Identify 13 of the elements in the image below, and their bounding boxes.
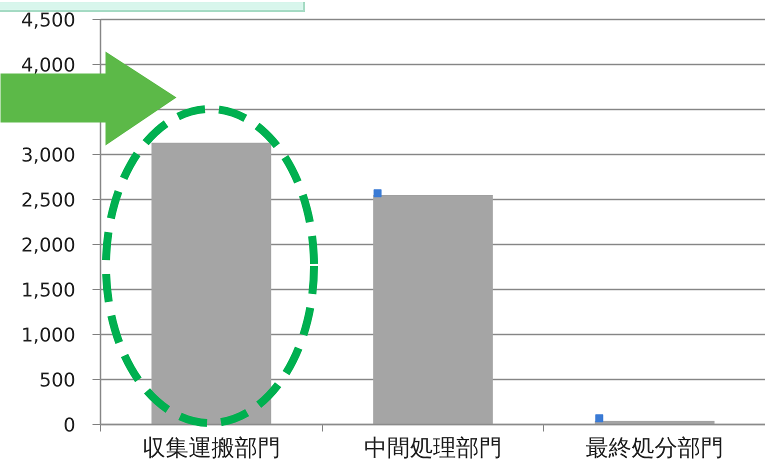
y-tick-label: 1,500 bbox=[21, 280, 76, 302]
y-tick-label: 0 bbox=[63, 414, 76, 436]
y-tick-label: 1,000 bbox=[21, 324, 76, 346]
y-tick-label: 4,500 bbox=[21, 10, 76, 32]
x-tick-label: 最終処分部門 bbox=[586, 436, 724, 462]
x-tick-label: 収集運搬部門 bbox=[142, 436, 280, 462]
y-tick-label: 2,500 bbox=[21, 190, 76, 212]
y-tick-label: 2,000 bbox=[21, 234, 76, 256]
y-tick-label: 3,000 bbox=[21, 144, 76, 166]
bar bbox=[373, 195, 493, 424]
y-tick-label: 500 bbox=[39, 370, 76, 392]
x-tick-label: 中間処理部門 bbox=[364, 436, 502, 462]
y-tick-label: 4,000 bbox=[21, 54, 76, 76]
